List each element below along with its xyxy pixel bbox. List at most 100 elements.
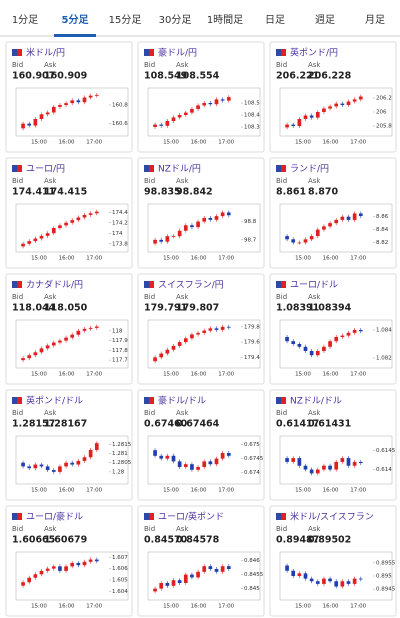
- candle-body: [291, 124, 296, 126]
- candle-body: [285, 236, 289, 240]
- candle-body: [202, 461, 207, 467]
- pair-name[interactable]: 英ポンド/ドル: [26, 395, 83, 407]
- candle-body: [309, 236, 314, 240]
- candle-body: [334, 581, 339, 587]
- candle-body: [64, 337, 68, 341]
- candle-body: [88, 559, 93, 562]
- candle-body: [220, 99, 225, 101]
- pair-name[interactable]: NZドル/円: [158, 164, 201, 175]
- tab[interactable]: 週足: [315, 14, 335, 26]
- candle-body: [177, 230, 182, 237]
- pair-name[interactable]: ユーロ/英ポンド: [158, 511, 224, 523]
- candle-body: [177, 461, 182, 467]
- candle-body: [94, 211, 99, 214]
- y-tick-label: 98.7: [244, 237, 257, 243]
- x-tick-label: 17:00: [350, 604, 366, 610]
- candle-body: [297, 119, 302, 126]
- x-tick-label: 15:00: [31, 140, 47, 146]
- pair-name[interactable]: NZドル/ドル: [290, 397, 342, 407]
- tab[interactable]: 1分足: [12, 14, 38, 26]
- x-tick-label: 17:00: [86, 140, 102, 146]
- candle-body: [76, 562, 81, 566]
- bid-label: Bid: [276, 409, 287, 417]
- bid-value: 108.549: [144, 71, 187, 82]
- candle-body: [303, 465, 308, 470]
- candle-body: [226, 212, 231, 216]
- candle-body: [303, 115, 308, 119]
- x-tick-label: 16:00: [323, 604, 339, 610]
- candle-body: [177, 115, 182, 118]
- x-tick-label: 17:00: [218, 256, 234, 262]
- candle-body: [208, 103, 213, 105]
- pair-name[interactable]: スイスフラン/円: [158, 280, 224, 291]
- candle-body: [165, 349, 170, 354]
- bid-label: Bid: [276, 177, 287, 185]
- y-tick-label: 0.674: [244, 470, 260, 476]
- tab[interactable]: 5分足: [62, 13, 90, 26]
- pair-name[interactable]: ユーロ/円: [26, 164, 65, 175]
- candle-body: [352, 461, 357, 466]
- tab[interactable]: 30分足: [159, 14, 192, 26]
- flag-stripe: [281, 281, 286, 288]
- x-tick-label: 15:00: [295, 488, 311, 494]
- candle-body: [208, 461, 213, 465]
- candle-body: [94, 326, 99, 328]
- y-tick-label: 0.845: [244, 586, 260, 592]
- ask-label: Ask: [176, 293, 189, 301]
- pair-name[interactable]: カナダドル/円: [26, 279, 83, 291]
- pair-name[interactable]: 米ドル/円: [26, 47, 65, 59]
- y-tick-label: 1.281: [112, 451, 128, 457]
- x-tick-label: 16:00: [191, 140, 207, 146]
- pair-name[interactable]: ユーロ/豪ドル: [26, 511, 83, 523]
- tab[interactable]: 日足: [265, 14, 285, 26]
- flag-stripe: [281, 165, 286, 172]
- flag-stripe: [149, 397, 154, 404]
- candle-body: [165, 583, 170, 586]
- x-tick-label: 16:00: [59, 604, 75, 610]
- candle-body: [33, 464, 38, 469]
- flag-stripe: [281, 49, 286, 56]
- pair-name[interactable]: ユーロ/ドル: [290, 281, 338, 291]
- candle-body: [220, 566, 225, 572]
- tab[interactable]: 1時間足: [207, 14, 243, 26]
- candle-body: [76, 100, 81, 103]
- candle-body: [226, 566, 231, 569]
- pair-name[interactable]: ランド/円: [290, 164, 329, 175]
- pair-name[interactable]: 豪ドル/ドル: [158, 395, 206, 407]
- x-tick-label: 17:00: [218, 372, 234, 378]
- y-tick-label: 174: [112, 231, 123, 237]
- ask-value: 0.84578: [176, 535, 220, 546]
- bid-value: 118.044: [12, 303, 56, 314]
- ask-value: 206.228: [308, 71, 352, 82]
- bid-label: Bid: [144, 525, 155, 533]
- ask-label: Ask: [44, 525, 57, 533]
- x-tick-label: 15:00: [31, 488, 47, 494]
- candle-body: [291, 239, 296, 243]
- tab[interactable]: 15分足: [109, 14, 142, 26]
- y-tick-label: 8.86: [376, 214, 389, 220]
- pair-name[interactable]: 米ドル/スイスフラン: [290, 511, 374, 523]
- candle-body: [171, 117, 176, 121]
- y-tick-label: 206: [376, 110, 387, 116]
- candle-body: [82, 561, 87, 566]
- tab[interactable]: 月足: [365, 14, 385, 26]
- ask-label: Ask: [308, 525, 321, 533]
- x-tick-label: 16:00: [323, 372, 339, 378]
- pair-name[interactable]: 豪ドル/円: [158, 47, 197, 59]
- ask-label: Ask: [44, 177, 57, 185]
- candle-body: [58, 566, 62, 571]
- candle-body: [27, 355, 32, 359]
- candle-body: [346, 101, 351, 105]
- candle-body: [322, 346, 326, 351]
- y-tick-label: 1.28: [112, 469, 125, 475]
- candle-body: [82, 97, 87, 103]
- pair-name[interactable]: 英ポンド/円: [290, 47, 338, 59]
- x-tick-label: 15:00: [31, 256, 47, 262]
- x-tick-label: 15:00: [295, 140, 311, 146]
- x-tick-label: 16:00: [191, 256, 207, 262]
- bid-label: Bid: [144, 409, 155, 417]
- candle-body: [352, 330, 357, 333]
- candle-body: [153, 239, 157, 244]
- candle-body: [340, 216, 345, 220]
- candle-body: [315, 351, 320, 356]
